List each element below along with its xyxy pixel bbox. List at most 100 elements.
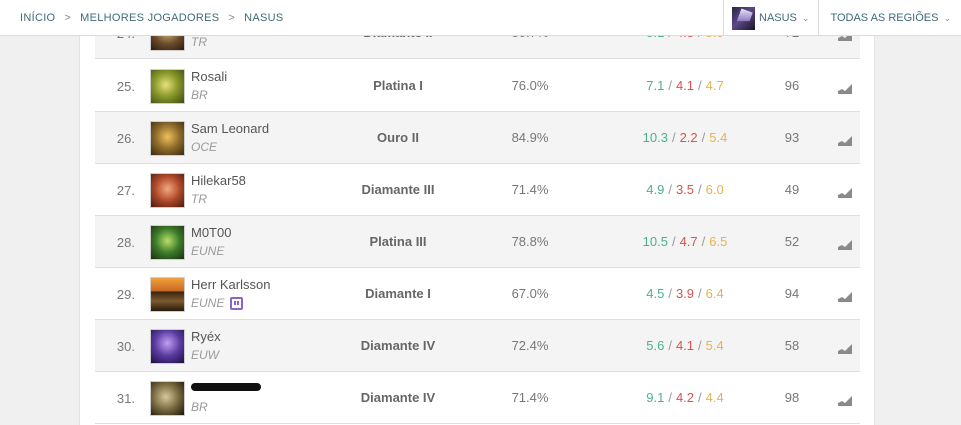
breadcrumb-champion[interactable]: NASUS (244, 11, 284, 24)
champion-dropdown[interactable]: NASUS ⌄ (723, 0, 818, 36)
player-name[interactable]: Hilekar58 (191, 173, 246, 188)
region-code: TR (191, 192, 207, 206)
champion-dropdown-label: NASUS (759, 12, 797, 24)
player-region: BR (191, 400, 208, 414)
red-avatar (150, 173, 185, 208)
region-code: BR (191, 400, 208, 414)
rank-number: 28. (116, 235, 135, 250)
table-row[interactable]: 27. Hilekar58 TR Diamante III 71.4% 4.9/3.5/6… (95, 164, 860, 216)
deaths-value: 2.2 (679, 130, 698, 145)
kills-value: 10.3 (642, 130, 668, 145)
region-code: BR (191, 88, 208, 102)
player-region: EUW (191, 348, 219, 362)
player-region: BR (191, 88, 208, 102)
player-region: TR (191, 192, 207, 206)
assists-value: 6.5 (709, 234, 728, 249)
assists-value: 6.0 (705, 182, 724, 197)
breadcrumb-separator: > (64, 11, 72, 24)
top-navigation-bar: INÍCIO > MELHORES JOGADORES > NASUS NASU… (0, 0, 961, 36)
breadcrumb-home[interactable]: INÍCIO (20, 11, 56, 24)
table-row[interactable]: 28. M0T00 EUNE Platina III 78.8% 10.5/4.7/6.5… (95, 216, 860, 268)
gold-avatar (150, 381, 185, 416)
tier-rank: Diamante IV (360, 338, 436, 353)
chart-icon[interactable] (838, 29, 852, 41)
region-code: EUNE (191, 244, 225, 258)
kda-separator: / (668, 78, 672, 93)
assists-value: 5.4 (709, 130, 728, 145)
assists-value: 5.4 (705, 338, 724, 353)
player-region: EUNE (191, 244, 224, 258)
chart-icon[interactable] (838, 290, 852, 302)
chart-icon[interactable] (838, 342, 852, 354)
kda-separator: / (698, 338, 702, 353)
purple-avatar (150, 329, 185, 364)
win-rate: 84.9% (511, 130, 549, 145)
kills-value: 9.1 (646, 390, 665, 405)
assists-value: 4.7 (705, 78, 724, 93)
games-played: 93 (784, 130, 800, 145)
kills-value: 10.5 (642, 234, 668, 249)
nasus-portrait-icon (732, 6, 755, 30)
breadcrumb-separator: > (228, 11, 236, 24)
chart-icon[interactable] (838, 394, 852, 406)
kills-value: 4.5 (646, 286, 665, 301)
breadcrumb-best-players[interactable]: MELHORES JOGADORES (80, 11, 220, 24)
kills-value: 5.6 (646, 338, 665, 353)
kda-stats: 4.5/3.9/6.4 (625, 286, 745, 301)
rank-number: 29. (116, 287, 135, 302)
kda-separator: / (698, 182, 702, 197)
games-played: 52 (784, 234, 800, 249)
kda-separator: / (671, 130, 676, 145)
deaths-value: 4.7 (679, 234, 698, 249)
kda-separator: / (668, 338, 672, 353)
assists-value: 4.4 (705, 390, 724, 405)
games-played: 49 (784, 182, 800, 197)
kda-separator: / (701, 130, 706, 145)
player-name[interactable]: M0T00 (191, 225, 232, 240)
table-row[interactable]: 26. Sam Leonard OCE Ouro II 84.9% 10.3/2.2/5.… (95, 112, 860, 164)
win-rate: 67.0% (511, 286, 549, 301)
chart-icon[interactable] (838, 82, 852, 94)
chart-icon[interactable] (838, 186, 852, 198)
kda-stats: 7.1/4.1/4.7 (625, 78, 745, 93)
kda-stats: 9.1/4.2/4.4 (625, 390, 745, 405)
kda-stats: 5.6/4.1/5.4 (625, 338, 745, 353)
kda-stats: 10.5/4.7/6.5 (625, 234, 745, 249)
region-dropdown[interactable]: TODAS AS REGIÕES ⌄ (818, 0, 961, 36)
chart-icon[interactable] (838, 238, 852, 250)
tier-rank: Diamante I (365, 286, 431, 301)
win-rate: 78.8% (511, 234, 549, 249)
player-name[interactable]: Herr Karlsson (191, 277, 271, 292)
rank-number: 27. (116, 183, 135, 198)
twitch-icon[interactable] (230, 296, 244, 310)
tier-rank: Ouro II (377, 130, 419, 145)
green-avatar (150, 225, 185, 260)
games-played: 96 (784, 78, 800, 93)
lion-avatar (150, 121, 185, 156)
player-name[interactable]: Rosali (191, 69, 228, 84)
chart-icon[interactable] (838, 134, 852, 146)
games-played: 58 (784, 338, 800, 353)
kda-separator: / (698, 390, 702, 405)
table-row[interactable]: 31. BR Diamante IV 71.4% 9.1/4.2/4.4 98 (95, 372, 860, 424)
rank-number: 25. (116, 79, 135, 94)
tier-rank: Platina I (373, 78, 423, 93)
table-row[interactable]: 29. Herr Karlsson EUNE Diamante I 67.0% 4.5/3… (95, 268, 860, 320)
assists-value: 6.4 (705, 286, 724, 301)
player-name[interactable]: Ryéx (191, 329, 221, 344)
kda-separator: / (698, 286, 702, 301)
pyramid-avatar (150, 277, 185, 312)
kda-stats: 10.3/2.2/5.4 (625, 130, 745, 145)
table-row[interactable]: 30. Ryéx EUW Diamante IV 72.4% 5.6/4.1/5.4 58 (95, 320, 860, 372)
player-name[interactable]: Sam Leonard (191, 121, 270, 136)
kda-separator: / (698, 78, 702, 93)
table-row[interactable]: 25. Rosali BR Platina I 76.0% 7.1/4.1/4.7 96 (95, 60, 860, 112)
rank-number: 26. (116, 131, 135, 146)
deaths-value: 3.5 (675, 182, 695, 197)
kills-value: 4.9 (646, 182, 665, 197)
kda-separator: / (668, 390, 672, 405)
games-played: 98 (784, 390, 800, 405)
rank-number: 30. (116, 339, 135, 354)
region-code: EUNE (191, 296, 225, 310)
kda-separator: / (671, 234, 676, 249)
